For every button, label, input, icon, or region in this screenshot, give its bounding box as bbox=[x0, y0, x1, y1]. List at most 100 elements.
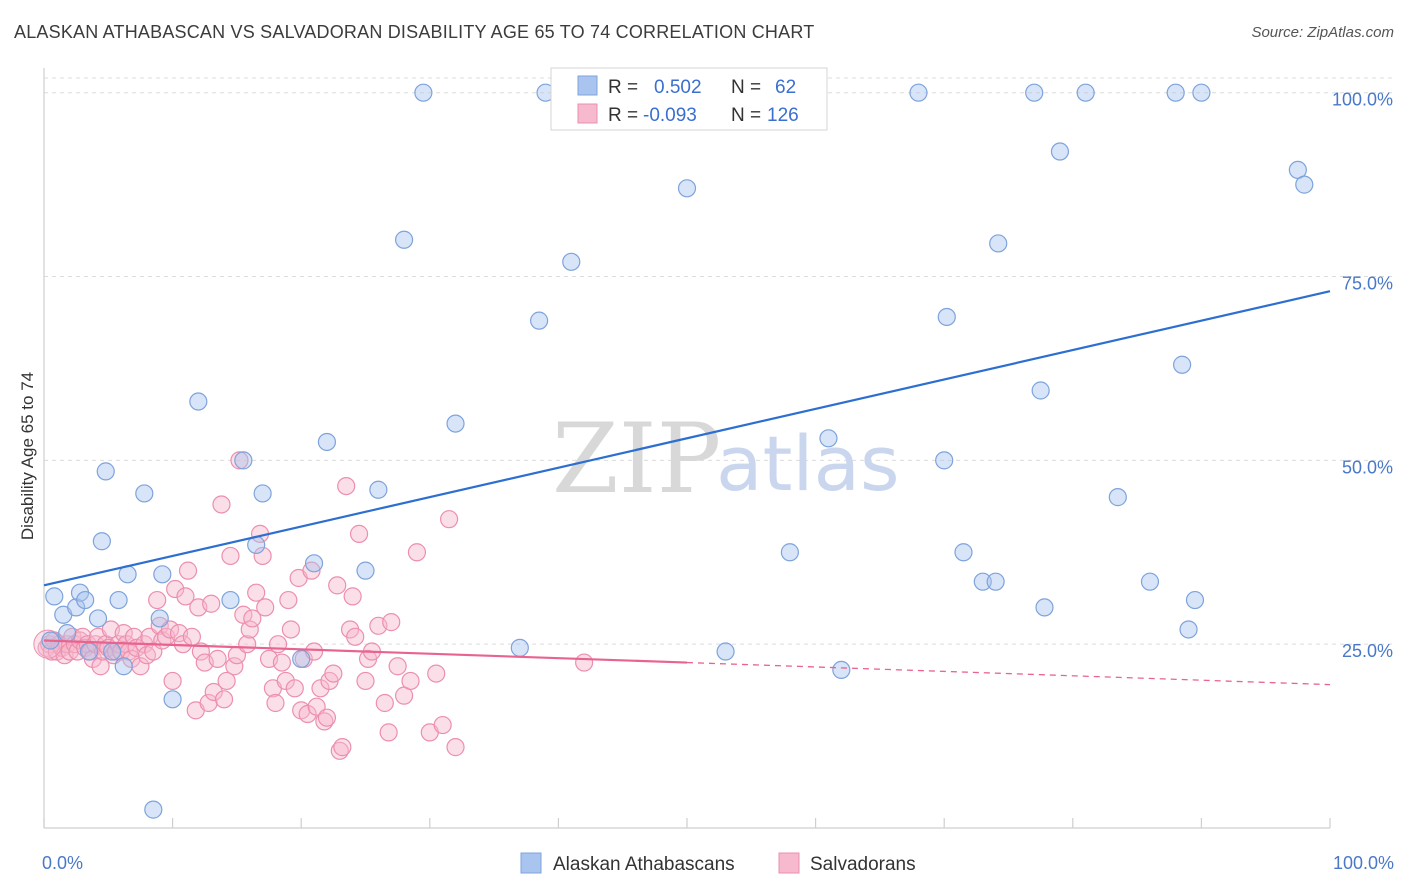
data-point bbox=[103, 642, 122, 661]
data-point bbox=[163, 671, 182, 691]
legend-r-label-pink: R = bbox=[608, 105, 638, 126]
trend-lines bbox=[43, 290, 1331, 686]
data-point bbox=[243, 609, 262, 628]
legend-n-label-pink: N = bbox=[731, 105, 761, 126]
series-legend-swatch-blue bbox=[520, 852, 542, 874]
data-point bbox=[317, 432, 337, 452]
data-point bbox=[114, 624, 133, 643]
source-label: Source: ZipAtlas.com bbox=[1251, 24, 1394, 41]
data-point bbox=[324, 664, 343, 683]
data-point bbox=[225, 657, 244, 676]
salvadorans-points bbox=[33, 451, 594, 760]
data-point bbox=[716, 642, 735, 661]
data-point bbox=[253, 484, 272, 503]
data-point bbox=[427, 664, 446, 683]
data-point bbox=[562, 252, 581, 271]
data-point bbox=[176, 587, 195, 606]
data-point bbox=[234, 451, 253, 470]
data-point bbox=[909, 83, 928, 102]
x-tick-label-max: 100.0% bbox=[1333, 853, 1394, 873]
data-point bbox=[45, 587, 64, 606]
series-legend-label-pink: Salvadorans bbox=[810, 854, 916, 875]
data-point bbox=[230, 451, 249, 470]
watermark-atlas: atlas bbox=[716, 419, 900, 508]
data-point bbox=[114, 657, 133, 676]
data-point bbox=[1108, 488, 1127, 507]
data-point bbox=[272, 653, 292, 672]
data-point bbox=[285, 679, 304, 698]
legend-swatch-blue bbox=[577, 75, 598, 96]
data-point bbox=[279, 590, 298, 610]
y-axis-label: Disability Age 65 to 74 bbox=[18, 372, 37, 540]
data-point bbox=[135, 484, 154, 503]
data-point bbox=[394, 230, 414, 249]
data-point bbox=[166, 579, 185, 599]
data-point bbox=[281, 620, 301, 639]
data-point bbox=[832, 660, 851, 680]
data-point bbox=[88, 609, 108, 628]
data-point bbox=[238, 635, 257, 654]
legend-swatch-pink bbox=[577, 103, 598, 124]
data-point bbox=[96, 462, 115, 481]
data-point bbox=[986, 572, 1005, 591]
data-point bbox=[92, 532, 111, 551]
data-point bbox=[317, 708, 337, 727]
y-tick-label: 100.0% bbox=[1332, 90, 1393, 110]
data-point bbox=[266, 693, 285, 713]
data-point bbox=[221, 546, 240, 566]
data-point bbox=[973, 572, 992, 591]
data-point bbox=[575, 653, 594, 672]
data-point bbox=[221, 590, 240, 610]
y-tick-label: 25.0% bbox=[1342, 641, 1393, 661]
data-point bbox=[414, 83, 433, 102]
data-point bbox=[212, 495, 231, 514]
data-point bbox=[178, 561, 198, 580]
data-point bbox=[153, 565, 172, 584]
data-point bbox=[1185, 590, 1205, 610]
data-point bbox=[91, 657, 110, 676]
data-point bbox=[780, 543, 799, 562]
data-point bbox=[1295, 175, 1314, 194]
data-point bbox=[217, 671, 236, 691]
data-point bbox=[388, 657, 407, 676]
data-point bbox=[375, 693, 394, 713]
data-point-cluster bbox=[33, 629, 63, 659]
data-point bbox=[256, 598, 275, 617]
data-point bbox=[1031, 381, 1050, 400]
series-legend-swatch-pink bbox=[778, 852, 800, 874]
data-point bbox=[407, 543, 427, 562]
data-point bbox=[191, 642, 210, 661]
y-tick-labels: 25.0% 50.0% 75.0% 100.0% bbox=[1332, 90, 1393, 661]
data-point bbox=[369, 480, 388, 499]
data-point bbox=[76, 590, 95, 610]
data-point bbox=[328, 576, 347, 595]
data-point bbox=[510, 638, 529, 657]
data-point bbox=[292, 649, 311, 668]
legend-r-value-blue: 0.502 bbox=[654, 77, 702, 98]
data-point bbox=[819, 429, 838, 448]
alaskan-athabascans-trend-line bbox=[43, 290, 1331, 587]
series-legend-label-blue: Alaskan Athabascans bbox=[553, 854, 735, 875]
x-ticks bbox=[43, 818, 1331, 828]
data-point bbox=[401, 671, 420, 691]
data-point bbox=[302, 561, 321, 580]
data-point bbox=[379, 723, 398, 742]
data-point bbox=[150, 609, 169, 628]
y-tick-label: 50.0% bbox=[1342, 457, 1393, 477]
data-point bbox=[214, 690, 234, 709]
data-point bbox=[1035, 598, 1054, 617]
data-point bbox=[346, 627, 365, 646]
data-point bbox=[1140, 572, 1160, 591]
data-point bbox=[530, 311, 549, 330]
data-point bbox=[58, 624, 77, 643]
data-point bbox=[199, 693, 218, 713]
data-point bbox=[1192, 83, 1211, 102]
watermark: ZIP atlas bbox=[552, 403, 900, 515]
data-point bbox=[189, 392, 208, 411]
data-point bbox=[935, 451, 954, 470]
data-point bbox=[163, 690, 182, 709]
data-point bbox=[144, 800, 163, 819]
data-point bbox=[79, 642, 99, 661]
data-point bbox=[1166, 83, 1185, 102]
data-point bbox=[240, 620, 259, 639]
